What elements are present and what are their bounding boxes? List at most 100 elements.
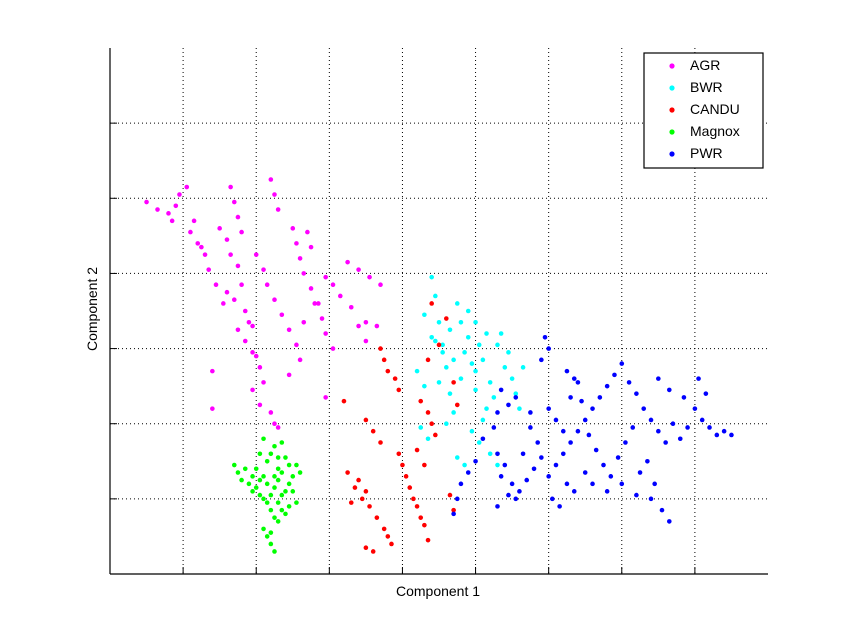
data-point-agr bbox=[316, 301, 321, 306]
series-pwr bbox=[451, 335, 734, 524]
series-magnox bbox=[231, 436, 303, 554]
data-point-bwr bbox=[476, 342, 482, 348]
legend-label-candu: CANDU bbox=[690, 101, 740, 117]
data-point-magnox bbox=[264, 458, 270, 464]
x-axis-label: Component 1 bbox=[396, 583, 480, 599]
data-point-pwr bbox=[590, 406, 595, 411]
data-point-pwr bbox=[645, 458, 650, 464]
data-point-agr bbox=[319, 316, 325, 321]
data-point-pwr bbox=[586, 432, 592, 438]
data-point-candu bbox=[418, 398, 424, 404]
data-point-candu bbox=[370, 428, 376, 434]
data-point-magnox bbox=[261, 496, 266, 502]
data-point-agr bbox=[217, 226, 222, 231]
data-point-pwr bbox=[648, 496, 654, 502]
data-point-pwr bbox=[509, 481, 515, 487]
data-point-bwr bbox=[454, 455, 460, 460]
data-point-pwr bbox=[564, 481, 570, 487]
data-point-candu bbox=[444, 316, 449, 321]
data-point-agr bbox=[272, 297, 277, 303]
data-point-candu bbox=[422, 522, 427, 528]
data-point-agr bbox=[199, 244, 204, 250]
legend-marker-agr bbox=[669, 63, 675, 69]
data-point-agr bbox=[279, 312, 285, 318]
data-point-agr bbox=[268, 177, 274, 182]
data-point-bwr bbox=[429, 335, 434, 340]
data-point-candu bbox=[385, 534, 391, 539]
data-point-agr bbox=[191, 218, 197, 224]
data-point-agr bbox=[294, 241, 299, 246]
data-point-bwr bbox=[458, 319, 464, 325]
data-point-agr bbox=[367, 274, 372, 280]
data-point-pwr bbox=[604, 383, 610, 389]
data-point-agr bbox=[257, 402, 263, 408]
data-point-pwr bbox=[659, 507, 665, 513]
data-point-pwr bbox=[528, 410, 533, 415]
data-point-magnox bbox=[272, 443, 277, 449]
data-point-pwr bbox=[641, 406, 647, 411]
data-point-bwr bbox=[491, 395, 497, 400]
data-point-pwr bbox=[571, 489, 577, 494]
data-point-pwr bbox=[692, 406, 698, 411]
data-point-bwr bbox=[433, 338, 438, 344]
data-point-magnox bbox=[275, 519, 281, 524]
data-point-agr bbox=[224, 289, 230, 295]
data-point-agr bbox=[363, 338, 369, 344]
data-point-bwr bbox=[440, 342, 445, 348]
data-point-agr bbox=[356, 267, 361, 272]
data-point-agr bbox=[253, 252, 259, 257]
legend-label-bwr: BWR bbox=[690, 79, 723, 95]
data-point-magnox bbox=[272, 485, 277, 490]
legend-label-magnox: Magnox bbox=[690, 123, 740, 139]
data-point-bwr bbox=[422, 383, 427, 389]
data-point-agr bbox=[210, 406, 215, 411]
data-point-agr bbox=[173, 203, 179, 209]
data-point-candu bbox=[396, 387, 402, 393]
data-point-bwr bbox=[520, 365, 526, 370]
data-point-candu bbox=[341, 398, 347, 404]
data-point-pwr bbox=[524, 477, 530, 483]
data-point-magnox bbox=[235, 470, 241, 475]
data-point-magnox bbox=[268, 492, 274, 498]
data-point-candu bbox=[385, 368, 391, 374]
data-point-candu bbox=[389, 541, 394, 547]
data-point-magnox bbox=[279, 507, 285, 513]
data-point-agr bbox=[294, 342, 299, 348]
data-point-agr bbox=[206, 267, 211, 272]
data-point-candu bbox=[407, 485, 413, 490]
data-point-pwr bbox=[608, 474, 614, 479]
data-point-agr bbox=[257, 365, 263, 370]
data-point-agr bbox=[297, 256, 303, 261]
data-point-agr bbox=[356, 323, 361, 329]
data-point-bwr bbox=[513, 391, 519, 396]
data-point-bwr bbox=[451, 357, 456, 363]
data-point-candu bbox=[414, 504, 420, 509]
data-point-agr bbox=[144, 199, 149, 205]
data-point-agr bbox=[210, 368, 215, 374]
data-point-bwr bbox=[476, 440, 482, 445]
data-point-agr bbox=[308, 244, 314, 250]
data-point-agr bbox=[301, 319, 307, 325]
legend-label-pwr: PWR bbox=[690, 145, 723, 161]
data-point-magnox bbox=[272, 549, 277, 554]
data-point-bwr bbox=[506, 350, 511, 355]
legend-marker-magnox bbox=[669, 129, 675, 135]
data-point-pwr bbox=[546, 346, 551, 351]
data-point-agr bbox=[305, 229, 310, 235]
data-point-agr bbox=[246, 319, 252, 325]
data-point-candu bbox=[363, 417, 369, 423]
data-point-bwr bbox=[473, 319, 478, 325]
data-point-bwr bbox=[425, 436, 431, 442]
data-point-pwr bbox=[637, 470, 643, 475]
data-point-bwr bbox=[487, 380, 493, 385]
data-point-agr bbox=[286, 327, 292, 333]
data-point-pwr bbox=[465, 470, 471, 475]
data-point-candu bbox=[378, 440, 383, 445]
data-point-bwr bbox=[436, 319, 442, 325]
data-point-pwr bbox=[498, 474, 504, 479]
data-point-bwr bbox=[447, 391, 453, 396]
data-point-bwr bbox=[444, 365, 449, 370]
data-point-pwr bbox=[681, 395, 687, 400]
data-point-bwr bbox=[458, 376, 464, 381]
